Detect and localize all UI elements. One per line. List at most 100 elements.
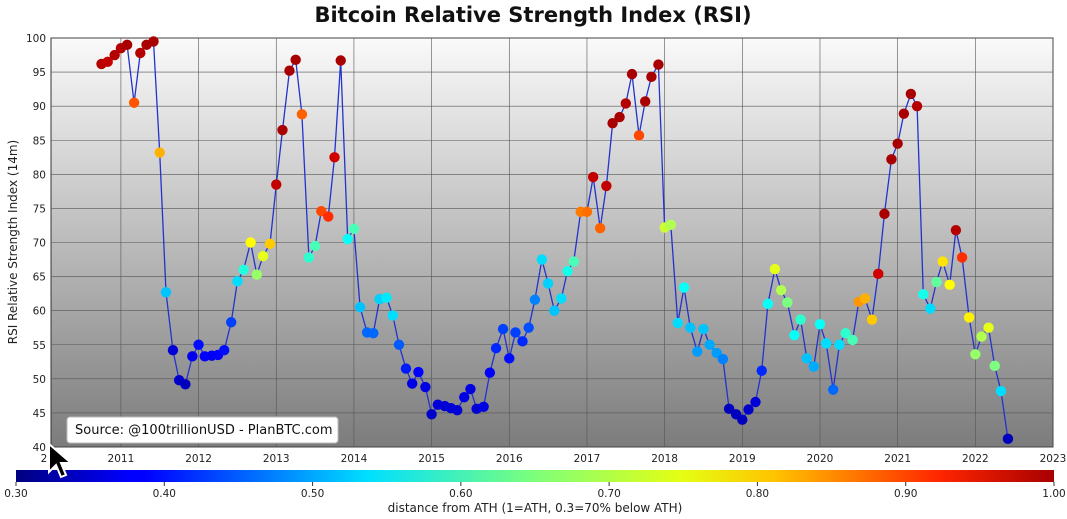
colorbar: 0.30 0.40 0.50 0.60 0.70 0.80 0.90 1.00 distanc… [4, 470, 1066, 515]
rsi-point [633, 130, 645, 141]
chart-title: Bitcoin Relative Strength Index (RSI) [314, 3, 751, 27]
colorbar-tick-label: 0.60 [449, 488, 472, 500]
rsi-point [937, 256, 948, 267]
rsi-point [478, 401, 489, 412]
colorbar-tick-label: 0.50 [301, 488, 324, 500]
rsi-point [587, 171, 599, 183]
colorbar-tick-label: 0.40 [153, 488, 176, 500]
y-tick-label: 40 [33, 442, 46, 454]
rsi-point [944, 279, 955, 290]
rsi-point [892, 138, 903, 149]
rsi-point [808, 361, 819, 372]
rsi-point [886, 154, 897, 165]
rsi-point [484, 367, 496, 378]
y-tick-label: 75 [33, 203, 46, 215]
rsi-point [348, 223, 360, 235]
rsi-point [510, 327, 521, 338]
rsi-point [400, 363, 412, 374]
y-tick-label: 65 [33, 272, 46, 284]
x-tick-label: 2021 [884, 453, 911, 465]
rsi-point [1002, 433, 1014, 445]
y-axis-label: RSI Relative Strength Index (14m) [6, 140, 20, 344]
rsi-point [626, 68, 638, 80]
rsi-point [245, 237, 256, 248]
colorbar-tick-label: 0.30 [4, 488, 27, 500]
rsi-point [950, 225, 962, 236]
rsi-point [426, 409, 437, 420]
colorbar-gradient [16, 470, 1054, 482]
rsi-point [277, 124, 288, 136]
rsi-point [121, 39, 133, 51]
colorbar-tick-label: 0.90 [894, 488, 917, 500]
source-annotation: Source: @100trillionUSD - PlanBTC.com [66, 416, 339, 444]
rsi-point [251, 269, 263, 280]
x-tick-label: 2014 [341, 453, 368, 465]
rsi-point [465, 383, 476, 395]
rsi-point [840, 327, 851, 339]
x-tick-label: 2012 [185, 453, 212, 465]
source-text: Source: @100trillionUSD - PlanBTC.com [75, 423, 333, 438]
rsi-point [148, 36, 159, 47]
y-tick-label: 90 [33, 101, 46, 113]
rsi-point [653, 59, 664, 70]
rsi-point [154, 147, 165, 158]
rsi-point [782, 297, 793, 308]
rsi-point [963, 312, 975, 323]
rsi-point [801, 353, 812, 364]
rsi-point [827, 384, 839, 395]
rsi-point [685, 322, 696, 333]
grid-lines [51, 37, 1054, 448]
rsi-point [420, 381, 431, 393]
rsi-point [271, 179, 282, 190]
y-tick-label: 45 [33, 408, 46, 420]
x-tick-label: 2019 [729, 453, 756, 465]
rsi-point [342, 233, 353, 245]
x-tick-label: 2018 [651, 453, 678, 465]
colorbar-tick-label: 1.00 [1042, 488, 1065, 500]
rsi-point [956, 252, 968, 263]
rsi-point [866, 314, 878, 325]
rsi-point [562, 265, 573, 277]
rsi-point [497, 323, 509, 335]
rsi-point [180, 379, 191, 390]
rsi-point [316, 205, 327, 217]
rsi-point [672, 317, 684, 329]
rsi-point [607, 118, 618, 129]
rsi-point [750, 396, 761, 408]
rsi-point [187, 351, 198, 362]
y-tick-label: 50 [33, 374, 46, 386]
colorbar-tick-label: 0.80 [746, 488, 769, 500]
rsi-point [232, 276, 243, 287]
rsi-point [665, 219, 677, 230]
rsi-point [296, 109, 308, 120]
rsi-point [769, 263, 781, 275]
colorbar-tick-label: 0.70 [597, 488, 620, 500]
rsi-point [128, 97, 140, 108]
rsi-point [309, 240, 321, 252]
rsi-point [743, 404, 754, 415]
mouse-cursor-icon [48, 442, 74, 479]
rsi-point [983, 322, 994, 333]
rsi-point [723, 403, 735, 415]
x-tick-label: 2013 [263, 453, 290, 465]
y-tick-label: 85 [33, 135, 46, 147]
rsi-points [96, 36, 1014, 445]
rsi-point [549, 305, 560, 316]
rsi-point [135, 47, 146, 59]
rsi-point [698, 323, 709, 335]
source-box [66, 416, 339, 444]
rsi-point [970, 349, 981, 360]
rsi-point [109, 49, 120, 61]
x-tick-label: 2023 [1040, 453, 1067, 465]
rsi-point [614, 111, 625, 123]
rsi-point [646, 71, 657, 83]
rsi-point [354, 302, 366, 313]
rsi-point [678, 282, 690, 293]
rsi-point [873, 268, 884, 280]
rsi-point [303, 252, 315, 263]
rsi-point [775, 285, 787, 296]
x-tick-label: 2020 [807, 453, 834, 465]
rsi-point [517, 336, 528, 347]
rsi-point [542, 278, 554, 289]
